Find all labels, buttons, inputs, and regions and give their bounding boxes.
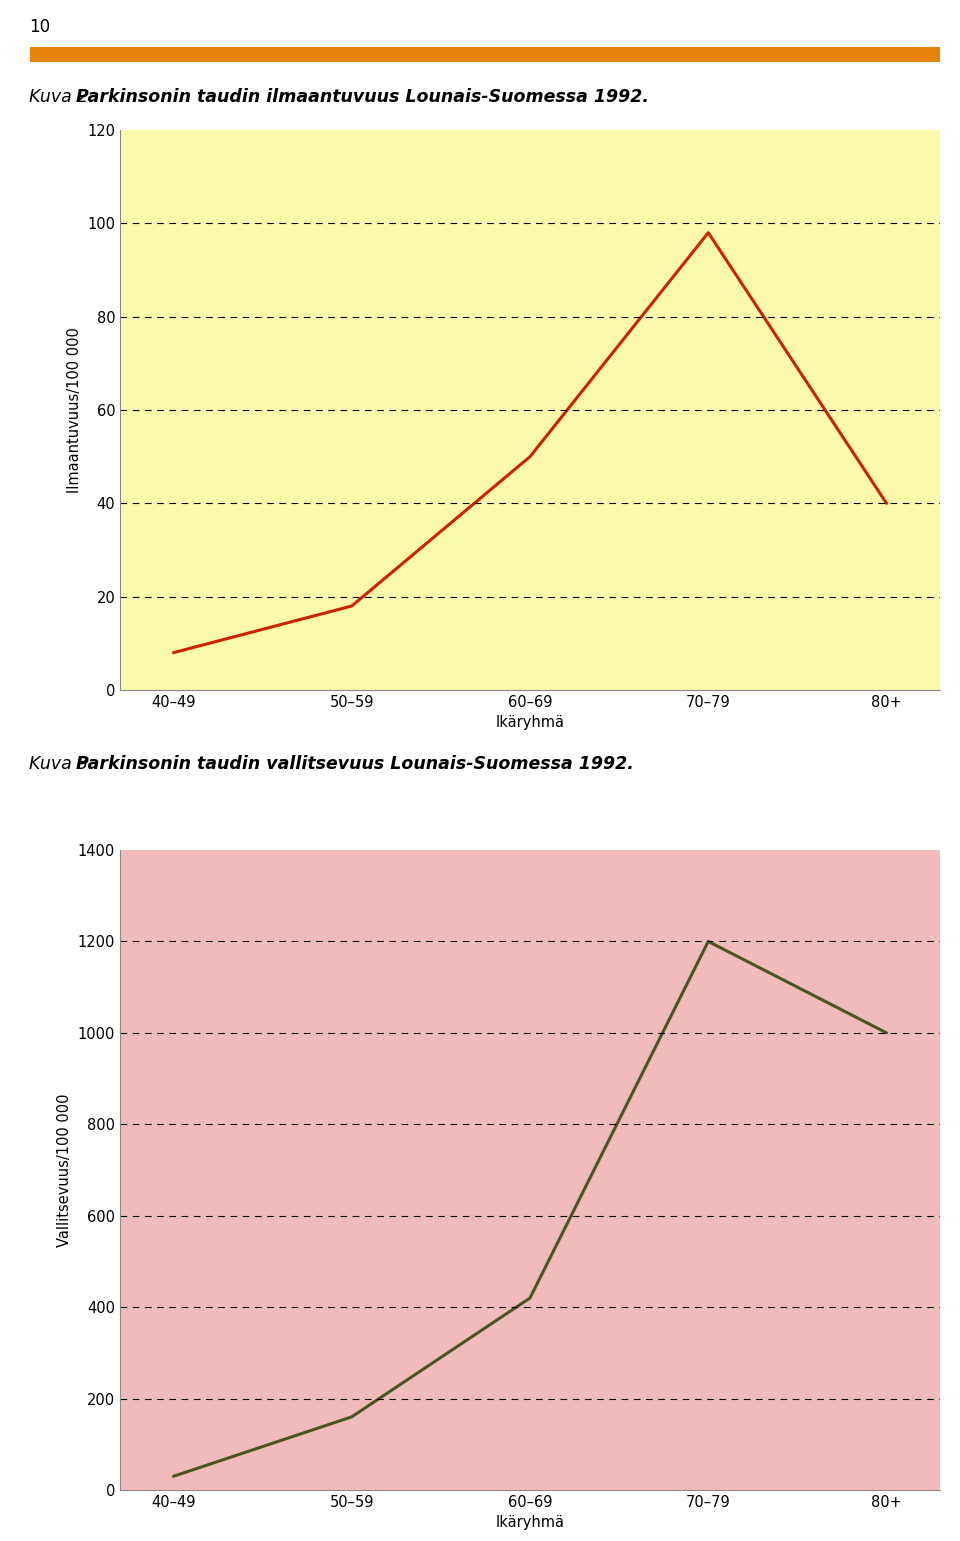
X-axis label: Ikäryhmä: Ikäryhmä: [495, 1515, 564, 1530]
Text: Parkinsonin taudin vallitsevuus Lounais-Suomessa 1992.: Parkinsonin taudin vallitsevuus Lounais-…: [77, 755, 635, 774]
X-axis label: Ikäryhmä: Ikäryhmä: [495, 715, 564, 730]
Text: Kuva 2.: Kuva 2.: [29, 88, 99, 106]
Text: 10: 10: [29, 18, 50, 35]
Text: Kuva 3.: Kuva 3.: [29, 755, 99, 774]
Text: Parkinsonin taudin ilmaantuvuus Lounais-Suomessa 1992.: Parkinsonin taudin ilmaantuvuus Lounais-…: [77, 88, 649, 106]
Y-axis label: Ilmaantuvuus/100 000: Ilmaantuvuus/100 000: [66, 327, 82, 493]
Y-axis label: Vallitsevuus/100 000: Vallitsevuus/100 000: [58, 1093, 72, 1247]
